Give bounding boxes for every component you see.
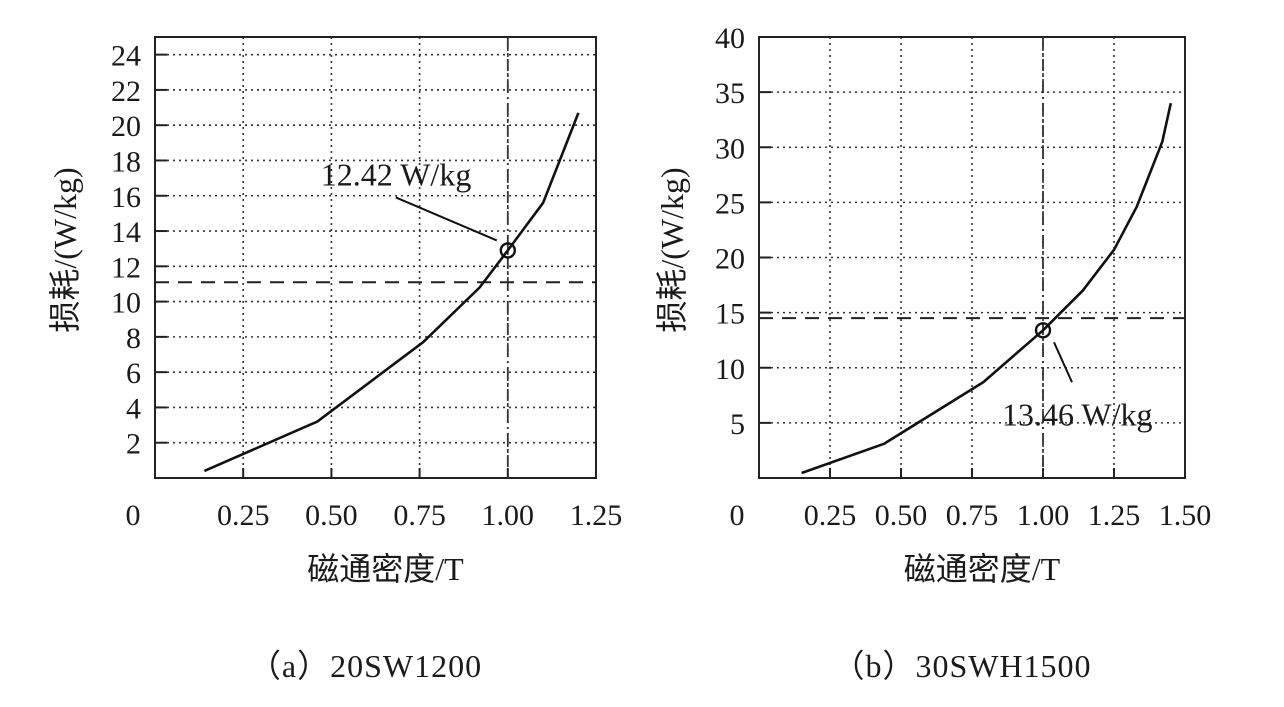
y-tick-label: 30 bbox=[715, 132, 745, 165]
annotation-label: 13.46 W/kg bbox=[1002, 396, 1153, 432]
origin-label: 0 bbox=[730, 499, 745, 532]
annotation-leader-line bbox=[395, 196, 498, 242]
y-tick-label: 10 bbox=[111, 287, 141, 320]
marker-circle bbox=[499, 242, 516, 259]
x-tick-label: 1.25 bbox=[1088, 499, 1141, 532]
y-tick-label: 18 bbox=[111, 145, 141, 178]
x-tick-label: 0.25 bbox=[804, 499, 857, 532]
x-axis-label: 磁通密度/T bbox=[307, 551, 464, 587]
annotation-leader-line bbox=[1053, 341, 1073, 383]
annotation-label: 12.42 W/kg bbox=[321, 156, 472, 192]
y-axis-label: 损耗/(W/kg) bbox=[654, 167, 690, 332]
origin-label: 0 bbox=[126, 499, 141, 532]
x-tick-label: 1.25 bbox=[570, 499, 623, 532]
x-tick-label: 1.50 bbox=[1159, 499, 1212, 532]
plot-frame bbox=[758, 36, 1186, 479]
y-tick-label: 16 bbox=[111, 181, 141, 214]
chart-b: 0.25 0.50 0.75 1.00 1.25 1.50 5 10 15 20 25 30 35 40 0… bbox=[654, 22, 1211, 684]
y-tick-label: 15 bbox=[715, 298, 745, 331]
chart-a: 0.25 0.50 0.75 1.00 1.2524681012141618202224… bbox=[47, 36, 623, 684]
y-tick-label: 5 bbox=[730, 408, 745, 441]
marker-circle bbox=[1034, 322, 1052, 339]
x-tick-label: 0.50 bbox=[305, 499, 358, 532]
plot-frame bbox=[154, 36, 597, 479]
y-tick-label: 20 bbox=[111, 110, 141, 143]
x-tick-label: 1.00 bbox=[482, 499, 535, 532]
loss-curve bbox=[203, 112, 580, 473]
y-tick-label: 20 bbox=[715, 243, 745, 276]
y-axis-label: 损耗/(W/kg) bbox=[47, 167, 83, 332]
chart-caption: （a）20SW1200 bbox=[249, 648, 482, 684]
x-tick-label: 0.25 bbox=[217, 499, 270, 532]
y-tick-label: 24 bbox=[111, 40, 141, 73]
chart-caption: （b）30SWH1500 bbox=[832, 648, 1091, 684]
y-tick-label: 22 bbox=[111, 75, 141, 108]
y-tick-label: 12 bbox=[111, 251, 141, 284]
x-tick-label: 1.00 bbox=[1017, 499, 1070, 532]
y-tick-label: 10 bbox=[715, 353, 745, 386]
y-tick-label: 6 bbox=[126, 357, 141, 390]
y-tick-label: 25 bbox=[715, 187, 745, 220]
y-tick-label: 35 bbox=[715, 77, 745, 110]
x-tick-label: 0.75 bbox=[946, 499, 999, 532]
x-tick-label: 0.50 bbox=[875, 499, 928, 532]
y-tick-label: 14 bbox=[111, 216, 141, 249]
y-tick-label: 2 bbox=[126, 428, 141, 461]
loss-curve bbox=[801, 102, 1173, 475]
y-tick-label: 40 bbox=[715, 22, 745, 55]
x-tick-label: 0.75 bbox=[393, 499, 446, 532]
y-tick-label: 4 bbox=[126, 392, 141, 425]
x-axis-label: 磁通密度/T bbox=[904, 551, 1061, 587]
y-tick-label: 8 bbox=[126, 322, 141, 355]
